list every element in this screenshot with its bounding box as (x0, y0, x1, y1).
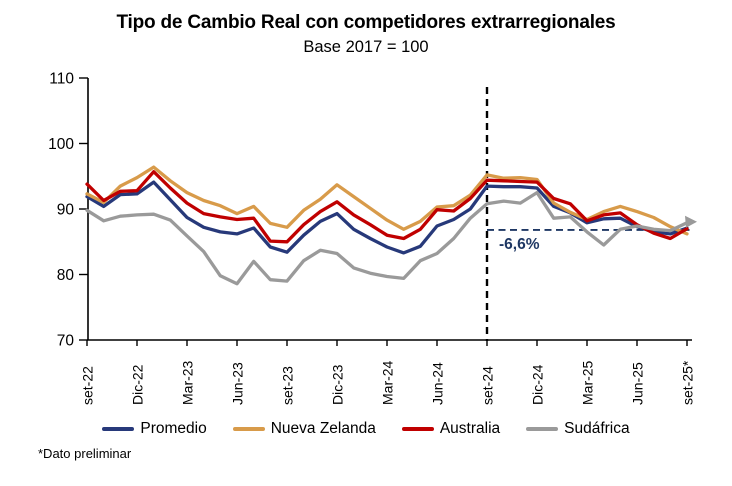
x-axis-tick-label: set-25* (680, 360, 696, 405)
nueva-zelanda-line-swatch (232, 427, 265, 431)
y-axis-tick-label: 70 (57, 333, 75, 350)
chart-legend: Promedio Nueva Zelanda Australia Sudáfri… (0, 420, 732, 438)
promedio-line (85, 180, 689, 255)
y-axis-tick-label: 110 (49, 71, 74, 88)
legend-item-nueva-zelanda: Nueva Zelanda (232, 420, 376, 438)
legend-item-sudafrica: Sudáfrica (526, 420, 630, 438)
decline-annotation: -6,6% (499, 236, 540, 253)
x-axis-tick-label: Dic-22 (130, 364, 146, 405)
legend-label: Promedio (140, 420, 207, 437)
australia-line-swatch (401, 427, 434, 431)
x-axis-tick-label: Mar-23 (180, 360, 196, 405)
legend-label: Nueva Zelanda (270, 420, 376, 437)
footnote: *Dato preliminar (38, 446, 132, 461)
legend-item-australia: Australia (401, 420, 501, 438)
x-axis-tick-label: set-22 (80, 366, 96, 405)
sudafrica-line-swatch (526, 427, 559, 431)
x-axis-tick-label: Dic-23 (330, 364, 346, 405)
x-axis-tick-label: Jun-24 (430, 362, 446, 405)
y-axis-tick-label: 100 (48, 136, 74, 153)
legend-label: Australia (439, 420, 501, 437)
chart-title: Tipo de Cambio Real con competidores ext… (116, 12, 616, 33)
x-axis-tick-label: set-23 (280, 366, 296, 405)
sudafrica-end-arrowhead (685, 215, 697, 228)
y-axis-tick-label: 90 (57, 202, 75, 219)
chart-subtitle: Base 2017 = 100 (303, 38, 429, 56)
x-axis-tick-label: Dic-24 (530, 364, 546, 405)
x-axis-tick-label: set-24 (480, 366, 496, 405)
x-axis-tick-label: Mar-24 (380, 360, 396, 405)
y-axis-tick-label: 80 (57, 267, 75, 284)
x-axis-tick-label: Mar-25 (580, 360, 596, 405)
legend-label: Sudáfrica (564, 420, 630, 437)
x-axis-tick-label: Jun-23 (230, 362, 246, 405)
promedio-line-swatch (102, 427, 135, 431)
legend-item-promedio: Promedio (102, 420, 207, 438)
australia-line (85, 170, 689, 244)
nueva-zelanda-line (85, 165, 689, 236)
sud-frica-line (85, 190, 689, 286)
x-axis-tick-label: Jun-25 (630, 362, 646, 405)
